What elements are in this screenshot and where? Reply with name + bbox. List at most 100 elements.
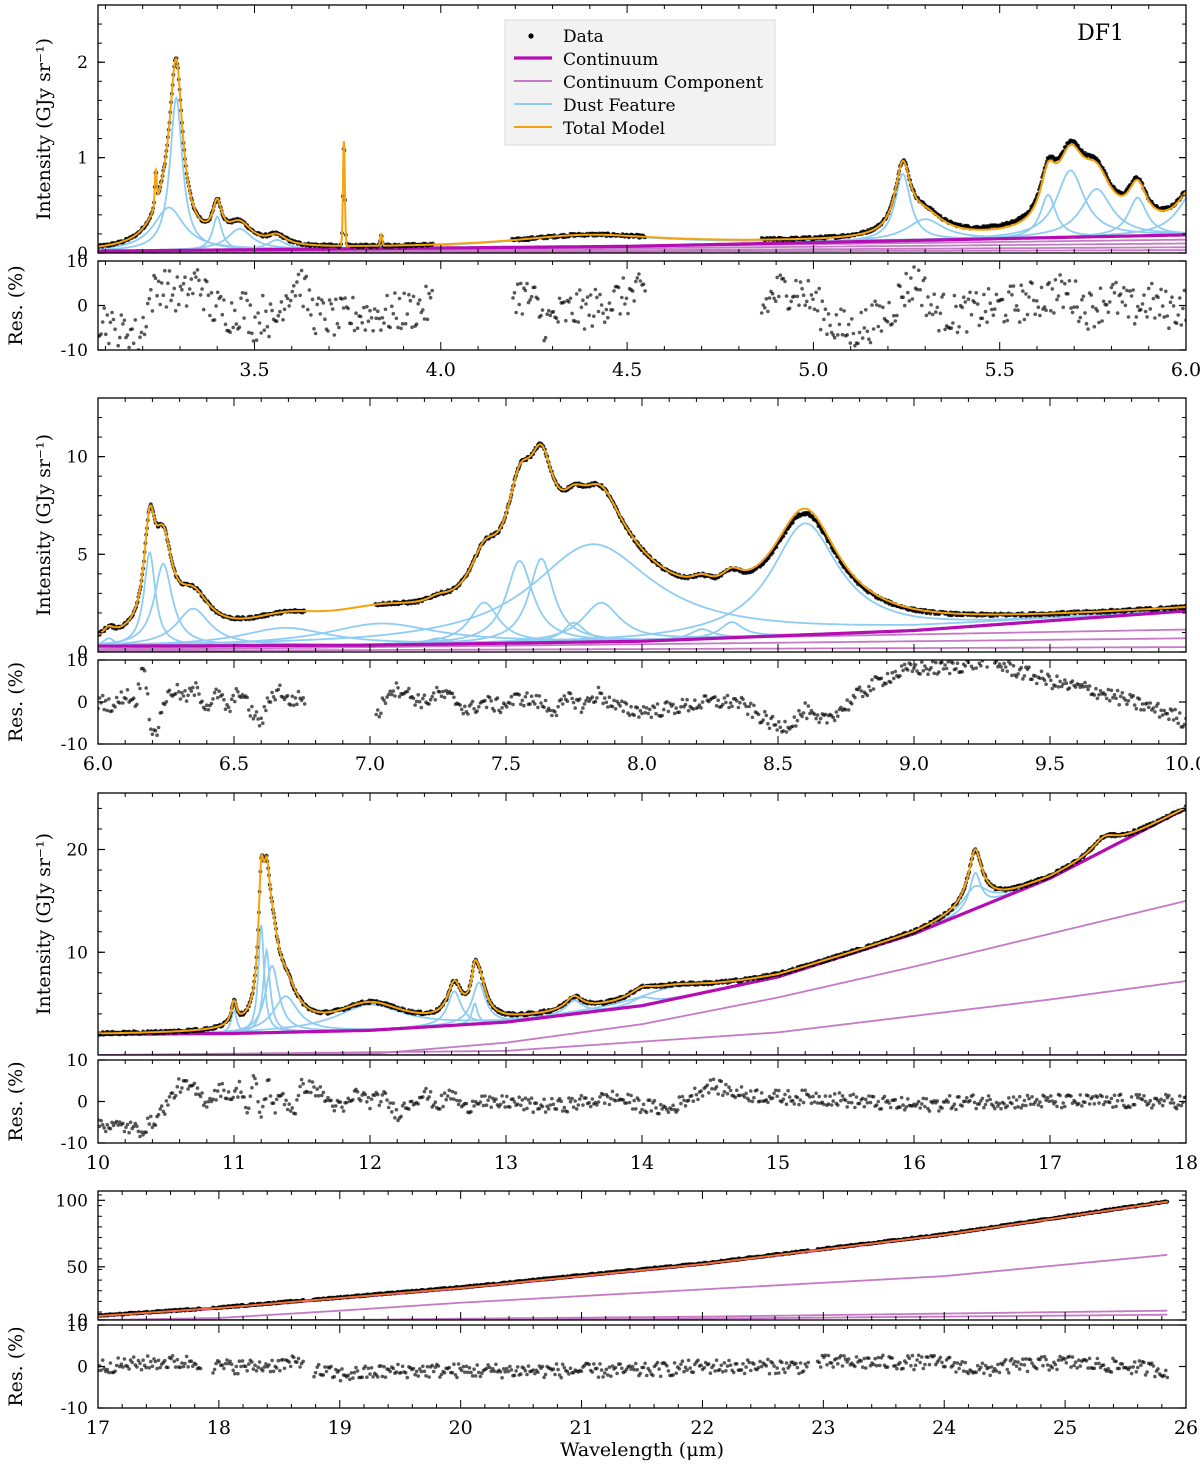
residual-point bbox=[937, 670, 941, 674]
residual-point bbox=[276, 313, 281, 318]
residual-point bbox=[901, 295, 905, 300]
residual-point bbox=[100, 320, 105, 324]
residual-point bbox=[800, 286, 804, 291]
residual-point bbox=[638, 279, 643, 283]
residual-point bbox=[693, 698, 697, 702]
residual-point bbox=[131, 696, 136, 700]
residual-point bbox=[390, 692, 394, 697]
residual-point bbox=[166, 281, 170, 286]
residual-point bbox=[383, 701, 388, 706]
residual-point bbox=[930, 312, 935, 317]
residual-point bbox=[1140, 702, 1145, 706]
residual-point bbox=[1036, 305, 1041, 310]
residual-point bbox=[411, 294, 416, 299]
residual-point bbox=[662, 707, 666, 712]
residual-point bbox=[632, 713, 636, 717]
residual-point bbox=[172, 286, 176, 291]
residual-point bbox=[960, 670, 964, 674]
residual-point bbox=[635, 276, 640, 280]
residual-point bbox=[960, 305, 964, 310]
residual-point bbox=[853, 343, 857, 348]
residual-point bbox=[223, 322, 228, 327]
residual-point bbox=[98, 696, 102, 700]
residual-point bbox=[602, 320, 607, 325]
residual-point bbox=[585, 295, 590, 299]
residual-point bbox=[1090, 304, 1095, 309]
residual-point bbox=[410, 325, 414, 330]
y-tick-label: 10 bbox=[66, 448, 88, 468]
residual-point bbox=[902, 662, 907, 667]
residual-point bbox=[285, 296, 290, 301]
residual-point bbox=[1022, 674, 1027, 678]
residual-point bbox=[164, 700, 169, 704]
residual-point bbox=[867, 337, 871, 342]
residual-point bbox=[354, 311, 358, 316]
residual-point bbox=[621, 709, 626, 713]
residual-point bbox=[1083, 311, 1087, 315]
residual-point bbox=[115, 355, 119, 359]
residual-point bbox=[209, 291, 214, 295]
residual-point bbox=[512, 291, 517, 295]
residual-point bbox=[430, 694, 435, 699]
residual-point bbox=[560, 702, 565, 706]
residual-point bbox=[197, 692, 201, 696]
residual-point bbox=[578, 697, 582, 701]
residual-point bbox=[1005, 669, 1010, 674]
residual-point bbox=[1038, 676, 1042, 681]
residual-point bbox=[107, 697, 111, 701]
residual-point bbox=[463, 704, 467, 709]
residual-point bbox=[1118, 292, 1123, 296]
residual-point bbox=[1165, 711, 1170, 716]
residual-point bbox=[290, 289, 295, 294]
residual-point bbox=[1035, 299, 1039, 303]
residual-point bbox=[475, 709, 480, 713]
residual-point bbox=[606, 705, 610, 709]
residual-point bbox=[766, 721, 770, 726]
residual-point bbox=[677, 710, 682, 714]
residual-point bbox=[334, 297, 338, 302]
residual-point bbox=[147, 296, 152, 301]
residual-point bbox=[582, 327, 587, 331]
residual-point bbox=[736, 705, 741, 710]
residual-point bbox=[899, 664, 904, 668]
residual-point bbox=[1182, 288, 1186, 293]
residual-point bbox=[826, 312, 831, 316]
residual-point bbox=[781, 729, 786, 733]
residual-point bbox=[595, 696, 599, 700]
residual-point bbox=[775, 275, 779, 280]
residual-point bbox=[528, 702, 532, 706]
residual-point bbox=[1153, 316, 1157, 320]
residual-point bbox=[1016, 308, 1020, 313]
residual-point bbox=[411, 696, 416, 701]
residual-point bbox=[124, 696, 128, 701]
residual-point bbox=[200, 699, 204, 704]
residual-point bbox=[242, 316, 246, 320]
residual-point bbox=[596, 685, 601, 690]
residual-point bbox=[390, 304, 394, 309]
residual-point bbox=[265, 324, 270, 329]
residual-point bbox=[477, 705, 481, 709]
residual-point bbox=[994, 292, 999, 297]
residual-point bbox=[220, 693, 225, 697]
residual-point bbox=[245, 298, 249, 303]
residual-point bbox=[139, 330, 144, 335]
residual-point bbox=[525, 281, 529, 286]
residual-point bbox=[278, 683, 282, 688]
residual-point bbox=[215, 290, 220, 295]
res-y-tick-label: -10 bbox=[61, 341, 88, 361]
residual-point bbox=[954, 667, 958, 671]
residual-point bbox=[825, 721, 829, 725]
residual-point bbox=[857, 330, 862, 335]
residual-point bbox=[452, 695, 456, 700]
continuum-line bbox=[98, 233, 1186, 253]
residual-point bbox=[938, 311, 943, 316]
residual-point bbox=[888, 680, 893, 684]
residual-point bbox=[952, 293, 957, 298]
residual-point bbox=[815, 309, 820, 313]
residual-point bbox=[377, 714, 382, 719]
res-y-tick-label: 0 bbox=[77, 297, 88, 317]
residual-point bbox=[424, 284, 428, 289]
